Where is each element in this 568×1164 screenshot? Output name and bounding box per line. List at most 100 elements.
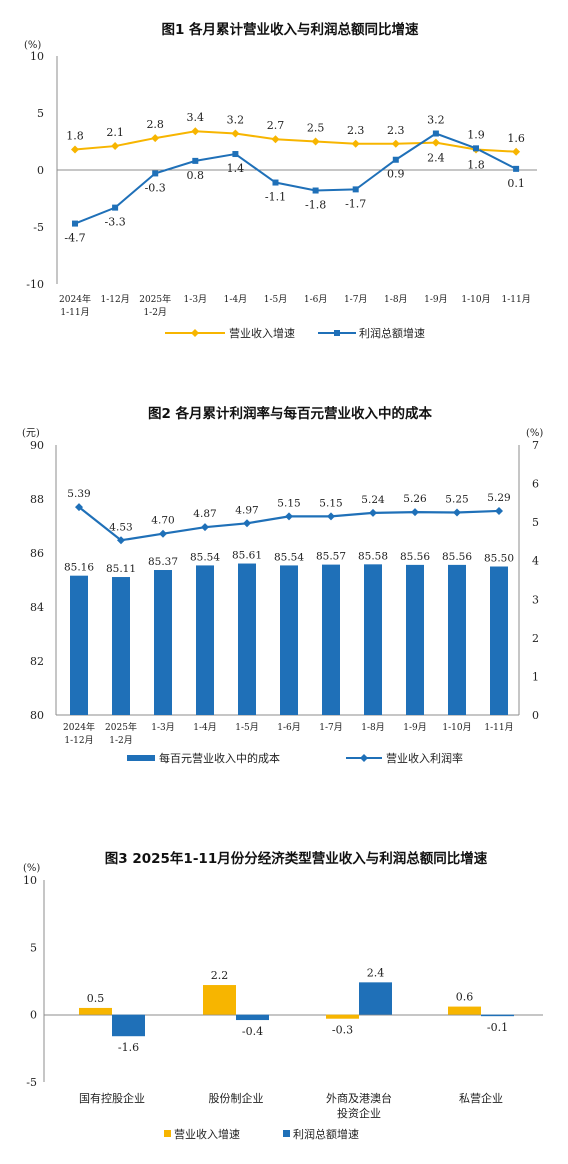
category-label: 国有控股企业 — [79, 1091, 145, 1105]
figure-2-title: 图2 各月累计利润率与每百元营业收入中的成本 — [148, 405, 433, 422]
revenue-growth-label: 2.8 — [146, 118, 164, 131]
cost-bar-label: 85.50 — [484, 553, 514, 565]
x-tick-label: 1-7月 — [319, 722, 343, 733]
category-label: 私营企业 — [459, 1091, 503, 1105]
legend-cost-label: 每百元营业收入中的成本 — [159, 751, 280, 765]
revenue-growth-point — [311, 137, 320, 146]
profit-growth-point — [192, 157, 199, 164]
x-tick-label: 1-11月 — [501, 294, 530, 305]
x-tick-label: 1-2月 — [109, 735, 133, 746]
y-right-tick-label: 4 — [532, 555, 539, 568]
legend-cost-swatch — [127, 755, 155, 761]
profit-growth-label: -1.8 — [305, 199, 326, 212]
cost-bar — [70, 575, 88, 715]
revenue-growth-label: 3.4 — [187, 111, 205, 124]
x-tick-label: 1-12月 — [100, 294, 129, 305]
profit-growth-bar-label: -1.6 — [118, 1041, 139, 1054]
profit-margin-label: 5.24 — [361, 494, 385, 506]
profit-growth-bar — [481, 1014, 514, 1017]
revenue-growth-point — [151, 134, 160, 143]
profit-growth-point — [152, 170, 159, 177]
profit-growth-bar — [112, 1014, 145, 1037]
profit-margin-label: 5.39 — [67, 488, 90, 500]
figure-1-chart: 图1 各月累计营业收入与利润总额同比增速 (%) -10 -5 0 5 10 2024年… — [24, 21, 537, 340]
profit-margin-label: 5.25 — [445, 494, 468, 506]
revenue-growth-point — [271, 135, 280, 144]
y-tick-label: 10 — [23, 874, 37, 887]
y-right-tick-label: 3 — [532, 593, 539, 606]
revenue-growth-label: 3.2 — [227, 114, 245, 127]
x-tick-label: 1-3月 — [184, 294, 208, 305]
profit-growth-point — [72, 220, 78, 227]
profit-growth-bar — [236, 1014, 269, 1021]
revenue-growth-label: 2.7 — [267, 119, 285, 132]
profit-growth-label: -0.3 — [145, 181, 166, 194]
profit-growth-point — [112, 204, 119, 211]
revenue-growth-label: 2.4 — [427, 152, 445, 165]
y-right-tick-label: 2 — [532, 632, 539, 645]
x-tick-label: 1-10月 — [461, 294, 490, 305]
revenue-growth-bar-label: -0.3 — [332, 1024, 353, 1037]
category-label: 投资企业 — [337, 1106, 381, 1120]
revenue-growth-bar — [326, 1014, 359, 1019]
profit-margin-label: 5.15 — [319, 497, 342, 509]
x-tick-label: 1-6月 — [304, 294, 328, 305]
profit-growth-bar — [359, 982, 392, 1015]
x-tick-label: 1-8月 — [361, 722, 385, 733]
x-tick-label: 1-10月 — [442, 722, 471, 733]
x-tick-label: 1-3月 — [151, 722, 175, 733]
x-tick-label: 1-9月 — [424, 294, 448, 305]
y-tick-label: -10 — [26, 278, 44, 291]
profit-margin-point — [159, 529, 167, 538]
profit-growth-point — [432, 130, 439, 137]
category-label: 股份制企业 — [209, 1091, 264, 1105]
y-tick-label: -5 — [26, 1076, 37, 1089]
x-tick-label: 1-9月 — [403, 722, 427, 733]
x-tick-label: 1-7月 — [344, 294, 368, 305]
revenue-growth-point — [431, 138, 440, 147]
profit-growth-label: 1.9 — [467, 128, 485, 141]
legend-margin-label: 营业收入利润率 — [386, 751, 463, 765]
profit-growth-bar-label: -0.4 — [242, 1025, 263, 1038]
revenue-growth-point — [231, 129, 240, 138]
figure-1-panel: 图1 各月累计营业收入与利润总额同比增速 (%) -10 -5 0 5 10 2024年… — [0, 0, 568, 380]
revenue-growth-bar-label: 0.5 — [87, 992, 105, 1005]
y-tick-label: 0 — [37, 164, 44, 177]
legend-profit-swatch — [283, 1130, 290, 1137]
cost-bar-label: 85.54 — [190, 551, 220, 563]
y-tick-label: 0 — [30, 1009, 37, 1022]
cost-bar — [280, 565, 298, 715]
profit-margin-label: 5.26 — [403, 493, 427, 505]
x-tick-label: 2025年 — [139, 293, 171, 305]
revenue-growth-label: 1.8 — [467, 158, 485, 171]
revenue-growth-line — [74, 130, 517, 153]
cost-bar — [154, 570, 172, 715]
profit-margin-point — [495, 506, 503, 515]
y-right-tick-label: 7 — [532, 439, 539, 452]
cost-bar — [448, 564, 466, 715]
profit-growth-label: 0.8 — [187, 169, 205, 182]
figure-2-chart: 图2 各月累计利润率与每百元营业收入中的成本 (元) (%) 80 82 84 86 8… — [22, 405, 543, 765]
profit-margin-label: 4.53 — [109, 521, 132, 533]
profit-margin-point — [327, 512, 335, 521]
x-tick-label: 1-6月 — [277, 722, 301, 733]
revenue-growth-label: 1.6 — [507, 132, 525, 145]
legend-revenue-swatch — [164, 1130, 171, 1137]
profit-growth-point — [272, 179, 279, 186]
y-left-tick-label: 88 — [30, 493, 44, 506]
revenue-growth-label: 2.3 — [387, 124, 405, 137]
figure-1-unit: (%) — [24, 40, 41, 51]
revenue-growth-bar-label: 2.2 — [211, 969, 229, 982]
x-tick-label: 1-12月 — [64, 735, 93, 746]
cost-bar-label: 85.37 — [148, 556, 178, 568]
profit-margin-point — [411, 508, 419, 517]
y-tick-label: 5 — [37, 107, 44, 120]
profit-growth-point — [232, 151, 239, 158]
cost-bar — [238, 563, 256, 715]
figure-2-legend: 每百元营业收入中的成本 营业收入利润率 — [127, 751, 463, 765]
profit-growth-bar-label: -0.1 — [487, 1021, 508, 1034]
x-tick-label: 2024年 — [59, 293, 91, 305]
x-tick-label: 1-4月 — [224, 294, 248, 305]
figure-2-right-unit: (%) — [526, 428, 543, 439]
figure-3-unit: (%) — [23, 863, 40, 874]
